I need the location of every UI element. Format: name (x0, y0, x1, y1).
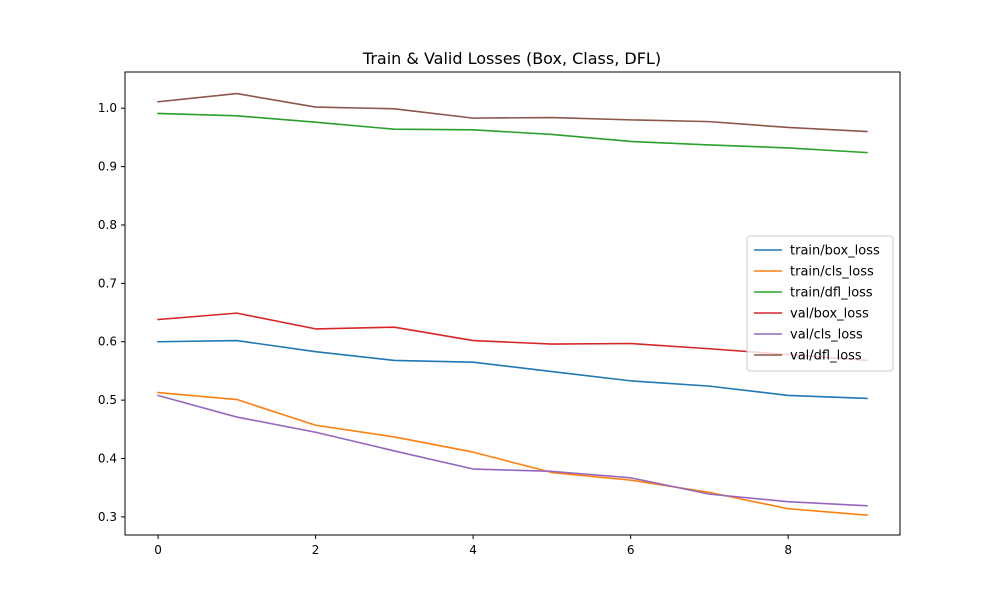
y-tick-label: 0.9 (98, 160, 117, 174)
plot-area-frame (124, 71, 901, 536)
x-axis: 0 2 4 6 8 (154, 535, 792, 557)
x-tick-label: 2 (312, 543, 320, 557)
legend-box (746, 235, 894, 372)
y-tick-label: 0.7 (98, 276, 117, 290)
legend: train/box_loss train/cls_loss train/dfl_lo… (746, 235, 894, 372)
series-line-train-box-loss (157, 339, 868, 400)
chart-title: Train & Valid Losses (Box, Class, DFL) (362, 49, 661, 68)
x-tick-label: 4 (469, 543, 477, 557)
legend-label: val/dfl_loss (790, 349, 862, 364)
legend-label: val/cls_loss (790, 328, 863, 343)
y-axis: 0.3 0.4 0.5 0.6 0.7 0.8 0.9 1.0 (98, 101, 125, 524)
series-line-train-cls-loss (157, 391, 868, 517)
y-tick-label: 0.5 (98, 393, 117, 407)
x-tick-label: 0 (154, 543, 162, 557)
x-tick-label: 8 (784, 543, 792, 557)
legend-label: train/box_loss (790, 244, 880, 259)
x-tick-label: 6 (627, 543, 635, 557)
y-tick-label: 0.3 (98, 510, 117, 524)
legend-label: train/dfl_loss (790, 286, 873, 301)
series-line-val-dfl-loss (157, 92, 868, 133)
y-tick-label: 1.0 (98, 101, 117, 115)
series-line-train-dfl-loss (157, 112, 868, 154)
legend-label: val/box_loss (790, 307, 869, 322)
y-tick-label: 0.4 (98, 452, 117, 466)
y-tick-label: 0.8 (98, 218, 117, 232)
y-tick-label: 0.6 (98, 335, 117, 349)
legend-label: train/cls_loss (790, 265, 874, 280)
series-line-val-cls-loss (157, 394, 868, 507)
series-layer (157, 92, 868, 517)
